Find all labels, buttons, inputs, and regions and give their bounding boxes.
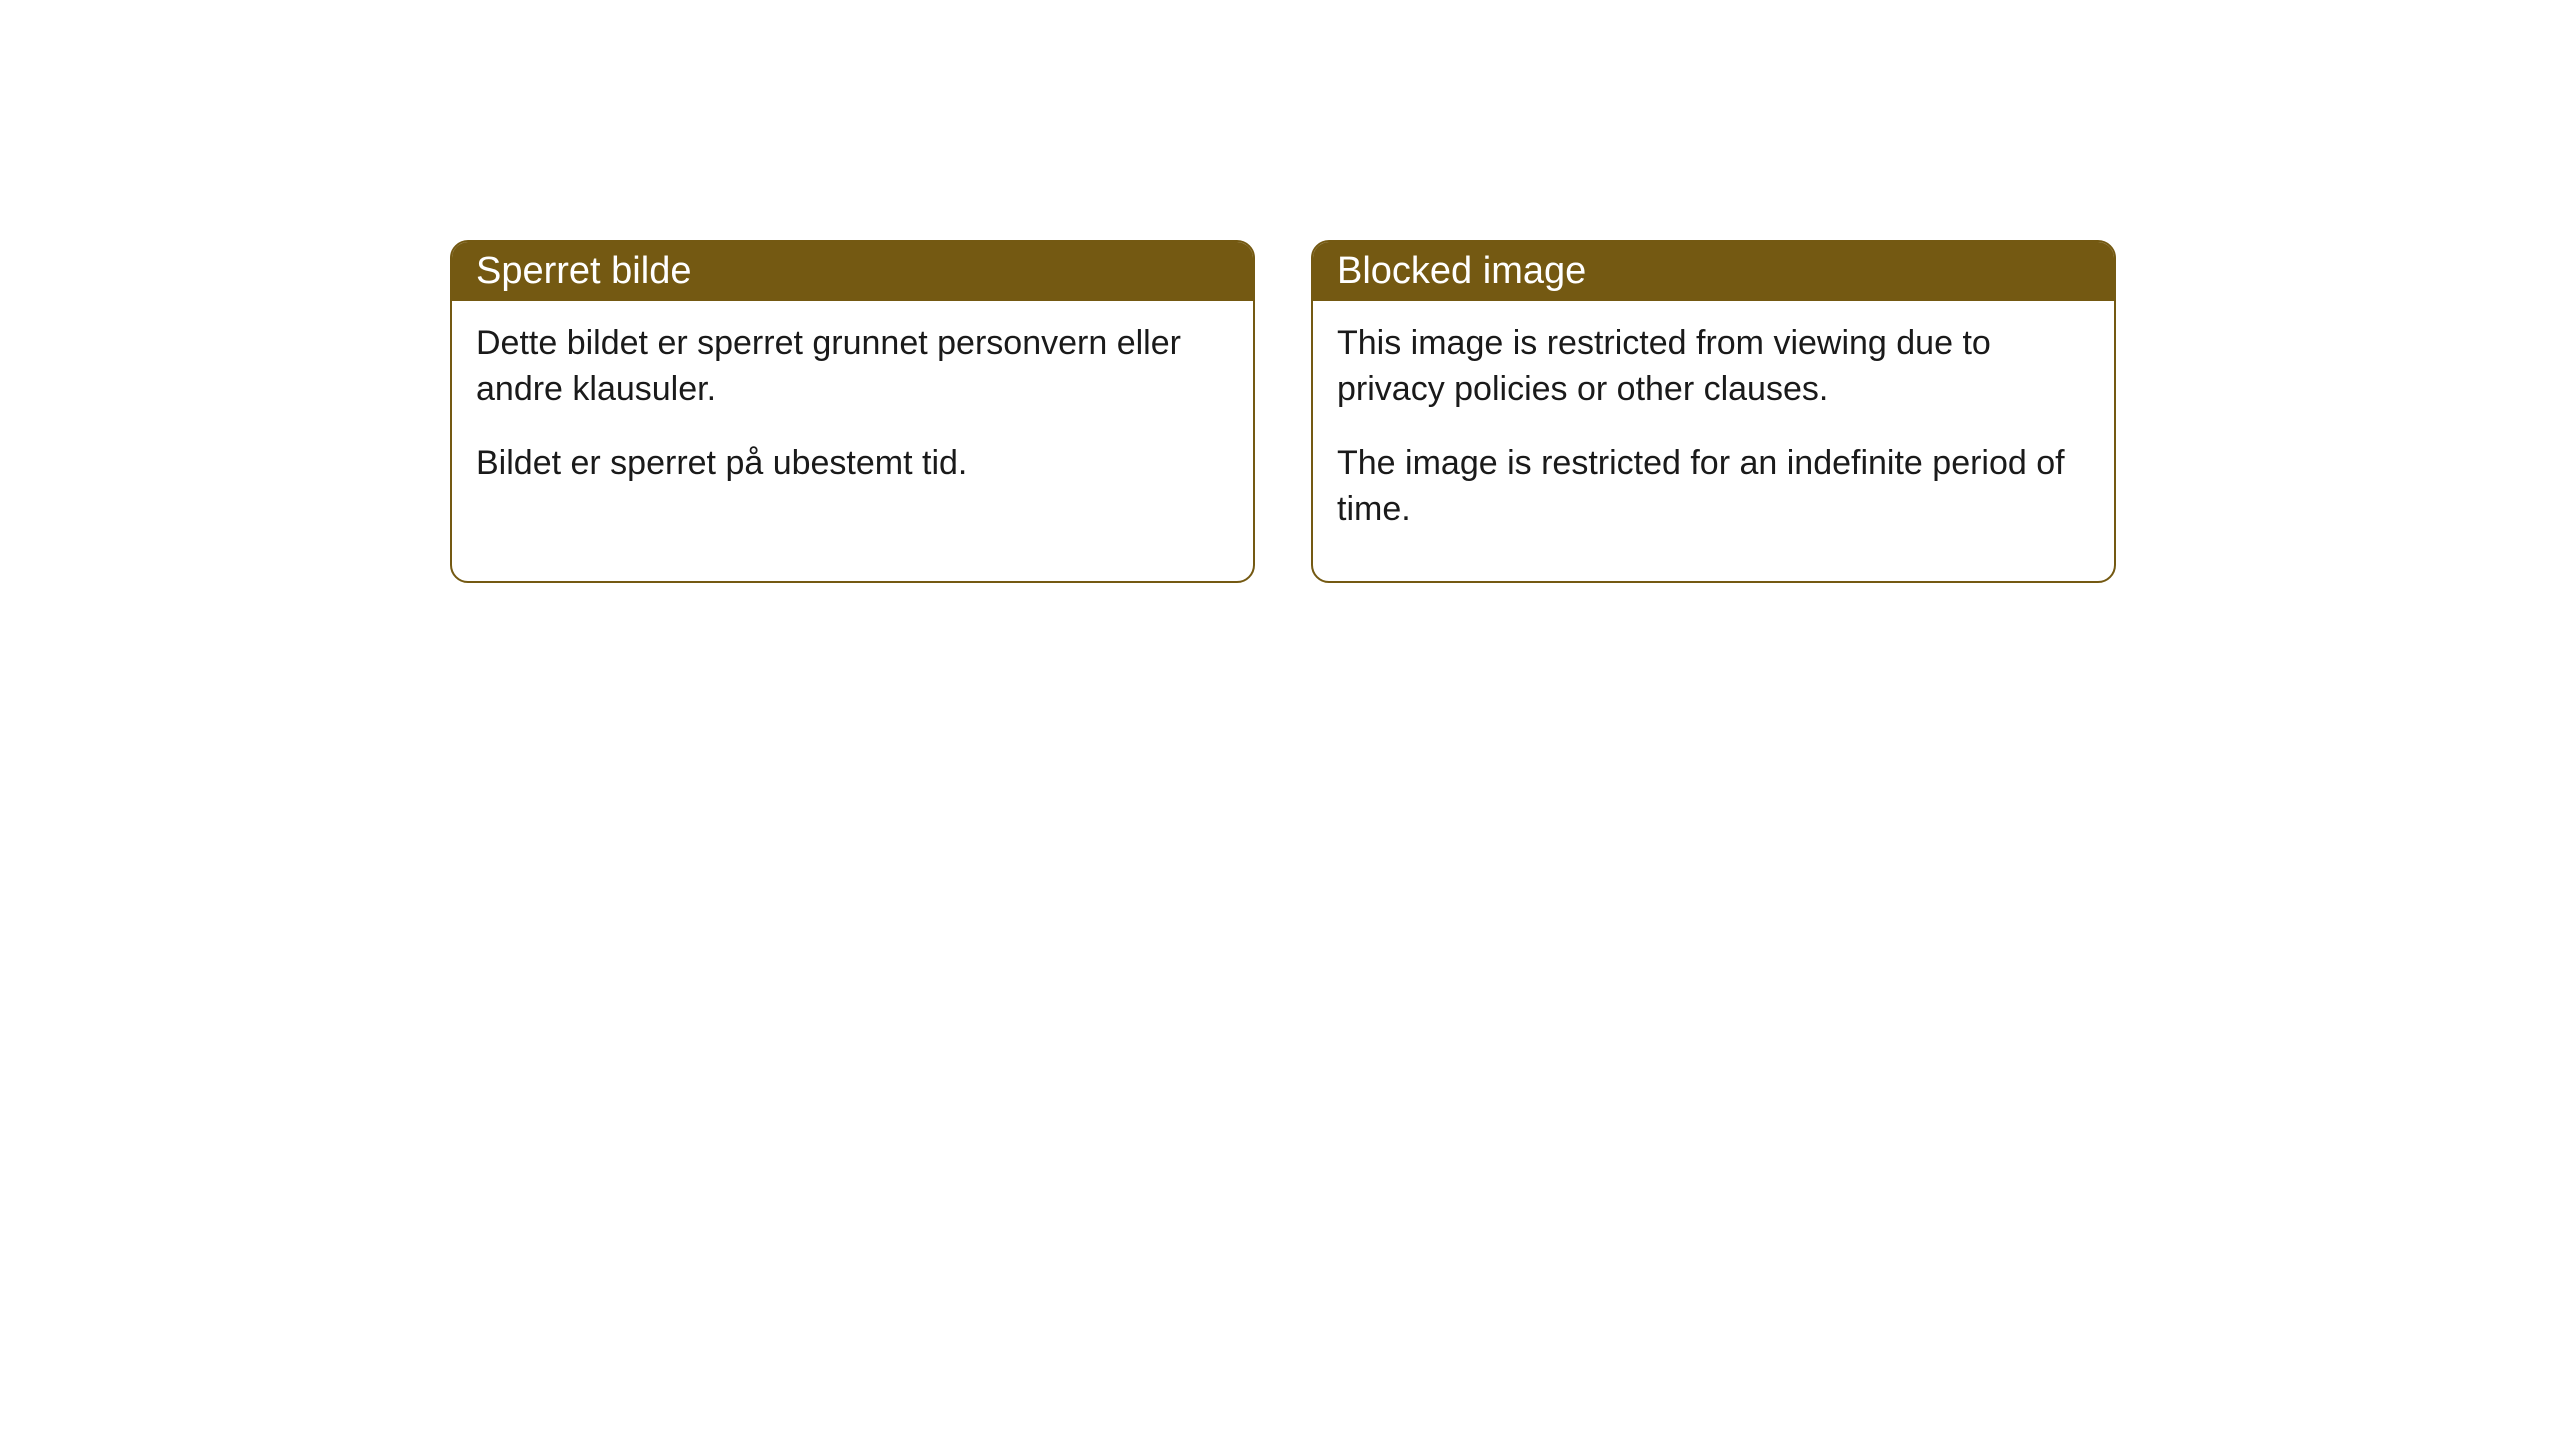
card-header-norwegian: Sperret bilde (452, 242, 1253, 301)
card-header-english: Blocked image (1313, 242, 2114, 301)
card-body-norwegian: Dette bildet er sperret grunnet personve… (452, 301, 1253, 535)
notice-text-paragraph: Bildet er sperret på ubestemt tid. (476, 441, 1229, 487)
notice-text-paragraph: This image is restricted from viewing du… (1337, 321, 2090, 413)
notice-text-paragraph: Dette bildet er sperret grunnet personve… (476, 321, 1229, 413)
blocked-image-card-norwegian: Sperret bilde Dette bildet er sperret gr… (450, 240, 1255, 583)
notice-text-paragraph: The image is restricted for an indefinit… (1337, 441, 2090, 533)
notice-cards-container: Sperret bilde Dette bildet er sperret gr… (0, 0, 2560, 583)
blocked-image-card-english: Blocked image This image is restricted f… (1311, 240, 2116, 583)
card-body-english: This image is restricted from viewing du… (1313, 301, 2114, 581)
